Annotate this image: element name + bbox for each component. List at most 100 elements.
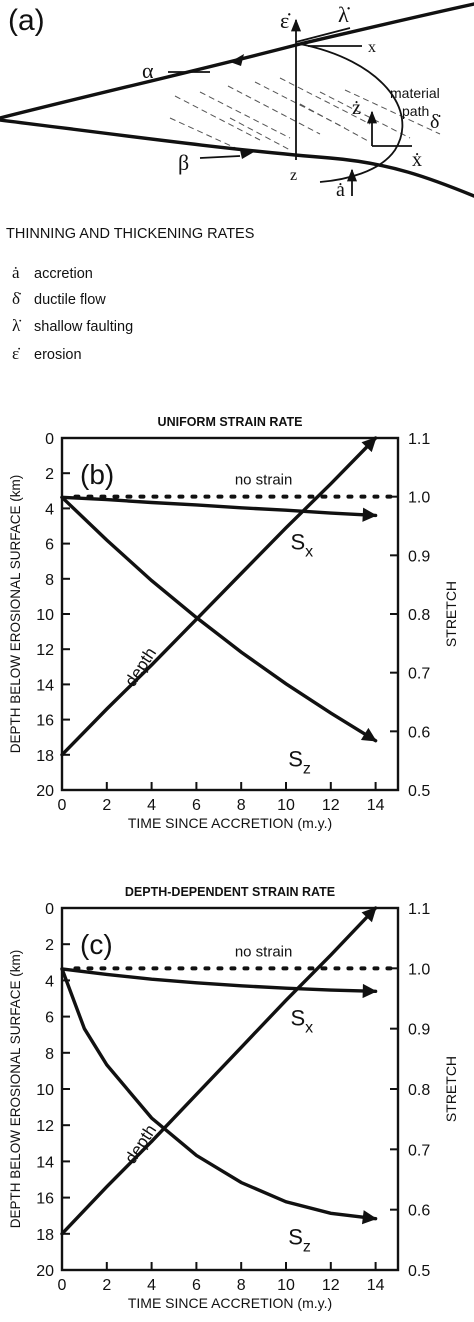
chart1-sz-point-0 [61,496,63,499]
chart2-sz-point-5 [240,1181,242,1184]
chart1-depth-point-0 [61,754,63,756]
chart1-sx-point-6 [330,512,332,514]
chart1-sx-point-2 [150,501,153,504]
chart2-sx-point-2 [150,978,153,980]
chart1-sz-point-7 [374,739,377,742]
chart2-y2tick-label-5: 1.0 [408,961,430,978]
chart1-sx-point-1 [106,498,108,501]
chart2-depth-point-6 [330,954,332,956]
material-path-label-2: path [402,103,429,119]
chart1-series-sz [60,495,378,743]
chart1-ytick-label-4: 8 [45,572,54,589]
chart2-xtick-label-2: 4 [147,1277,156,1294]
chart2-ytick-label-7: 14 [36,1154,54,1171]
material-path-label-1: material [390,85,440,101]
a-dot-symbol: ȧ [336,179,345,201]
chart1-sz-point-3 [195,616,198,619]
chart1-series-sx [60,495,378,522]
chart2-xtick-label-5: 10 [277,1277,295,1294]
chart1-ytick-label-1: 2 [45,466,54,483]
chart2-depth-point-4 [240,1046,242,1049]
chart2-y2tick-label-1: 0.6 [408,1203,430,1220]
chart1-xtick-label-1: 2 [102,797,111,814]
chart2-sz-label: Sz [288,1225,311,1256]
chart2-sx-point-7 [374,990,377,993]
alpha-symbol: α [142,58,154,83]
chart1-xtick-label-7: 14 [367,797,385,814]
chart1-depth-point-7 [374,437,377,439]
chart1-y2label: STRETCH [443,581,459,647]
chart1-panel-label: (b) [80,459,114,490]
chart1-ytick-label-5: 10 [36,607,54,624]
chart2-ytick-label-8: 16 [36,1191,54,1208]
chart1-ytick-label-3: 6 [45,537,54,554]
chart1-ytick-label-2: 4 [45,501,54,518]
chart2-y2label: STRETCH [443,1056,459,1122]
panel-a-diagram: (a) ε̇ λ̇ x z α [0,2,474,201]
chart1-sz-label-sub: z [303,761,311,778]
chart1-xtick-label-4: 8 [237,797,246,814]
chart1-ytick-label-10: 20 [36,783,54,800]
chart2-ytick-label-9: 18 [36,1227,54,1244]
chart1-xtick-label-0: 0 [58,797,67,814]
chart2-title: DEPTH-DEPENDENT STRAIN RATE [125,885,335,899]
chart-depth-dependent-strain-rate: DEPTH-DEPENDENT STRAIN RATE (c) 0 2 4 6 8 10 12 1… [8,885,459,1311]
z-dot-symbol: ż [352,97,361,119]
chart1-y2tick-label-3: 0.8 [408,607,430,624]
chart2-ytick-label-0: 0 [45,901,54,918]
chart2-depth-point-1 [106,1185,108,1188]
chart2-sx-label: Sx [290,1005,313,1036]
chart2-sz-point-2 [106,1064,108,1066]
chart1-sz-label: Sz [288,747,311,778]
chart2-series-depth [60,906,378,1236]
chart2-sz-point-7 [330,1212,332,1215]
chart1-sz-point-4 [240,651,242,653]
chart2-ytick-label-3: 6 [45,1010,54,1027]
lambda-dot-symbol: λ̇ [338,2,351,27]
chart2-series-sx [60,967,378,999]
chart1-ylabel: DEPTH BELOW EROSIONAL SURFACE (km) [8,475,23,754]
chart2-panel-label: (c) [80,929,113,960]
chart1-sx-label: Sx [290,529,313,560]
chart2-sx-point-5 [285,987,287,990]
chart1-y2tick-label-0: 0.5 [408,783,430,800]
chart2-y2tick-label-4: 0.9 [408,1022,430,1039]
chart1-sx-point-3 [195,504,198,506]
legend-label-erosion: erosion [34,347,82,363]
lambda-tick [295,27,351,43]
upper-surface-line [0,2,474,120]
chart2-sz-point-1 [83,1027,86,1030]
chart2-sz-point-6 [285,1201,287,1203]
legend-label-faulting: shallow faulting [34,319,133,335]
chart1-xtick-label-3: 6 [192,797,201,814]
chart2-sz-point-0 [61,968,63,970]
chart1-y2tick-label-2: 0.7 [408,666,430,683]
chart1-depth-point-6 [330,482,332,485]
chart2-ylabel: DEPTH BELOW EROSIONAL SURFACE (km) [8,950,23,1229]
chart2-ytick-label-2: 4 [45,973,54,990]
wedge-hatch [169,77,441,151]
chart2-sz-label-sub: z [303,1239,311,1256]
x-dot-symbol: ẋ [412,149,422,171]
chart1-y2tick-label-4: 0.9 [408,548,430,565]
chart1-depth-label: depth [121,644,160,690]
chart1-depth-point-1 [106,708,108,710]
chart1-sx-point-7 [374,514,377,517]
chart1-frame [60,436,400,792]
chart2-depth-point-5 [285,999,287,1002]
z-symbol: z [290,167,297,184]
chart1-y2tick-label-6: 1.1 [408,431,430,448]
chart2-sx-point-6 [330,989,332,991]
upper-surface-arrow [230,54,244,66]
chart2-depth-label: depth [121,1121,160,1167]
legend-symbol-faulting: λ̇ [12,316,21,335]
chart1-depth-point-2 [150,664,153,666]
chart1-ytick-label-7: 14 [36,677,54,694]
panel-a-label: (a) [8,4,45,37]
legend-symbol-accretion: ȧ [12,263,20,282]
chart1-ytick-label-9: 18 [36,748,54,765]
chart2-depth-point-7 [374,907,377,909]
chart1-sx-point-4 [240,507,242,509]
chart1-xtick-label-5: 10 [277,797,295,814]
